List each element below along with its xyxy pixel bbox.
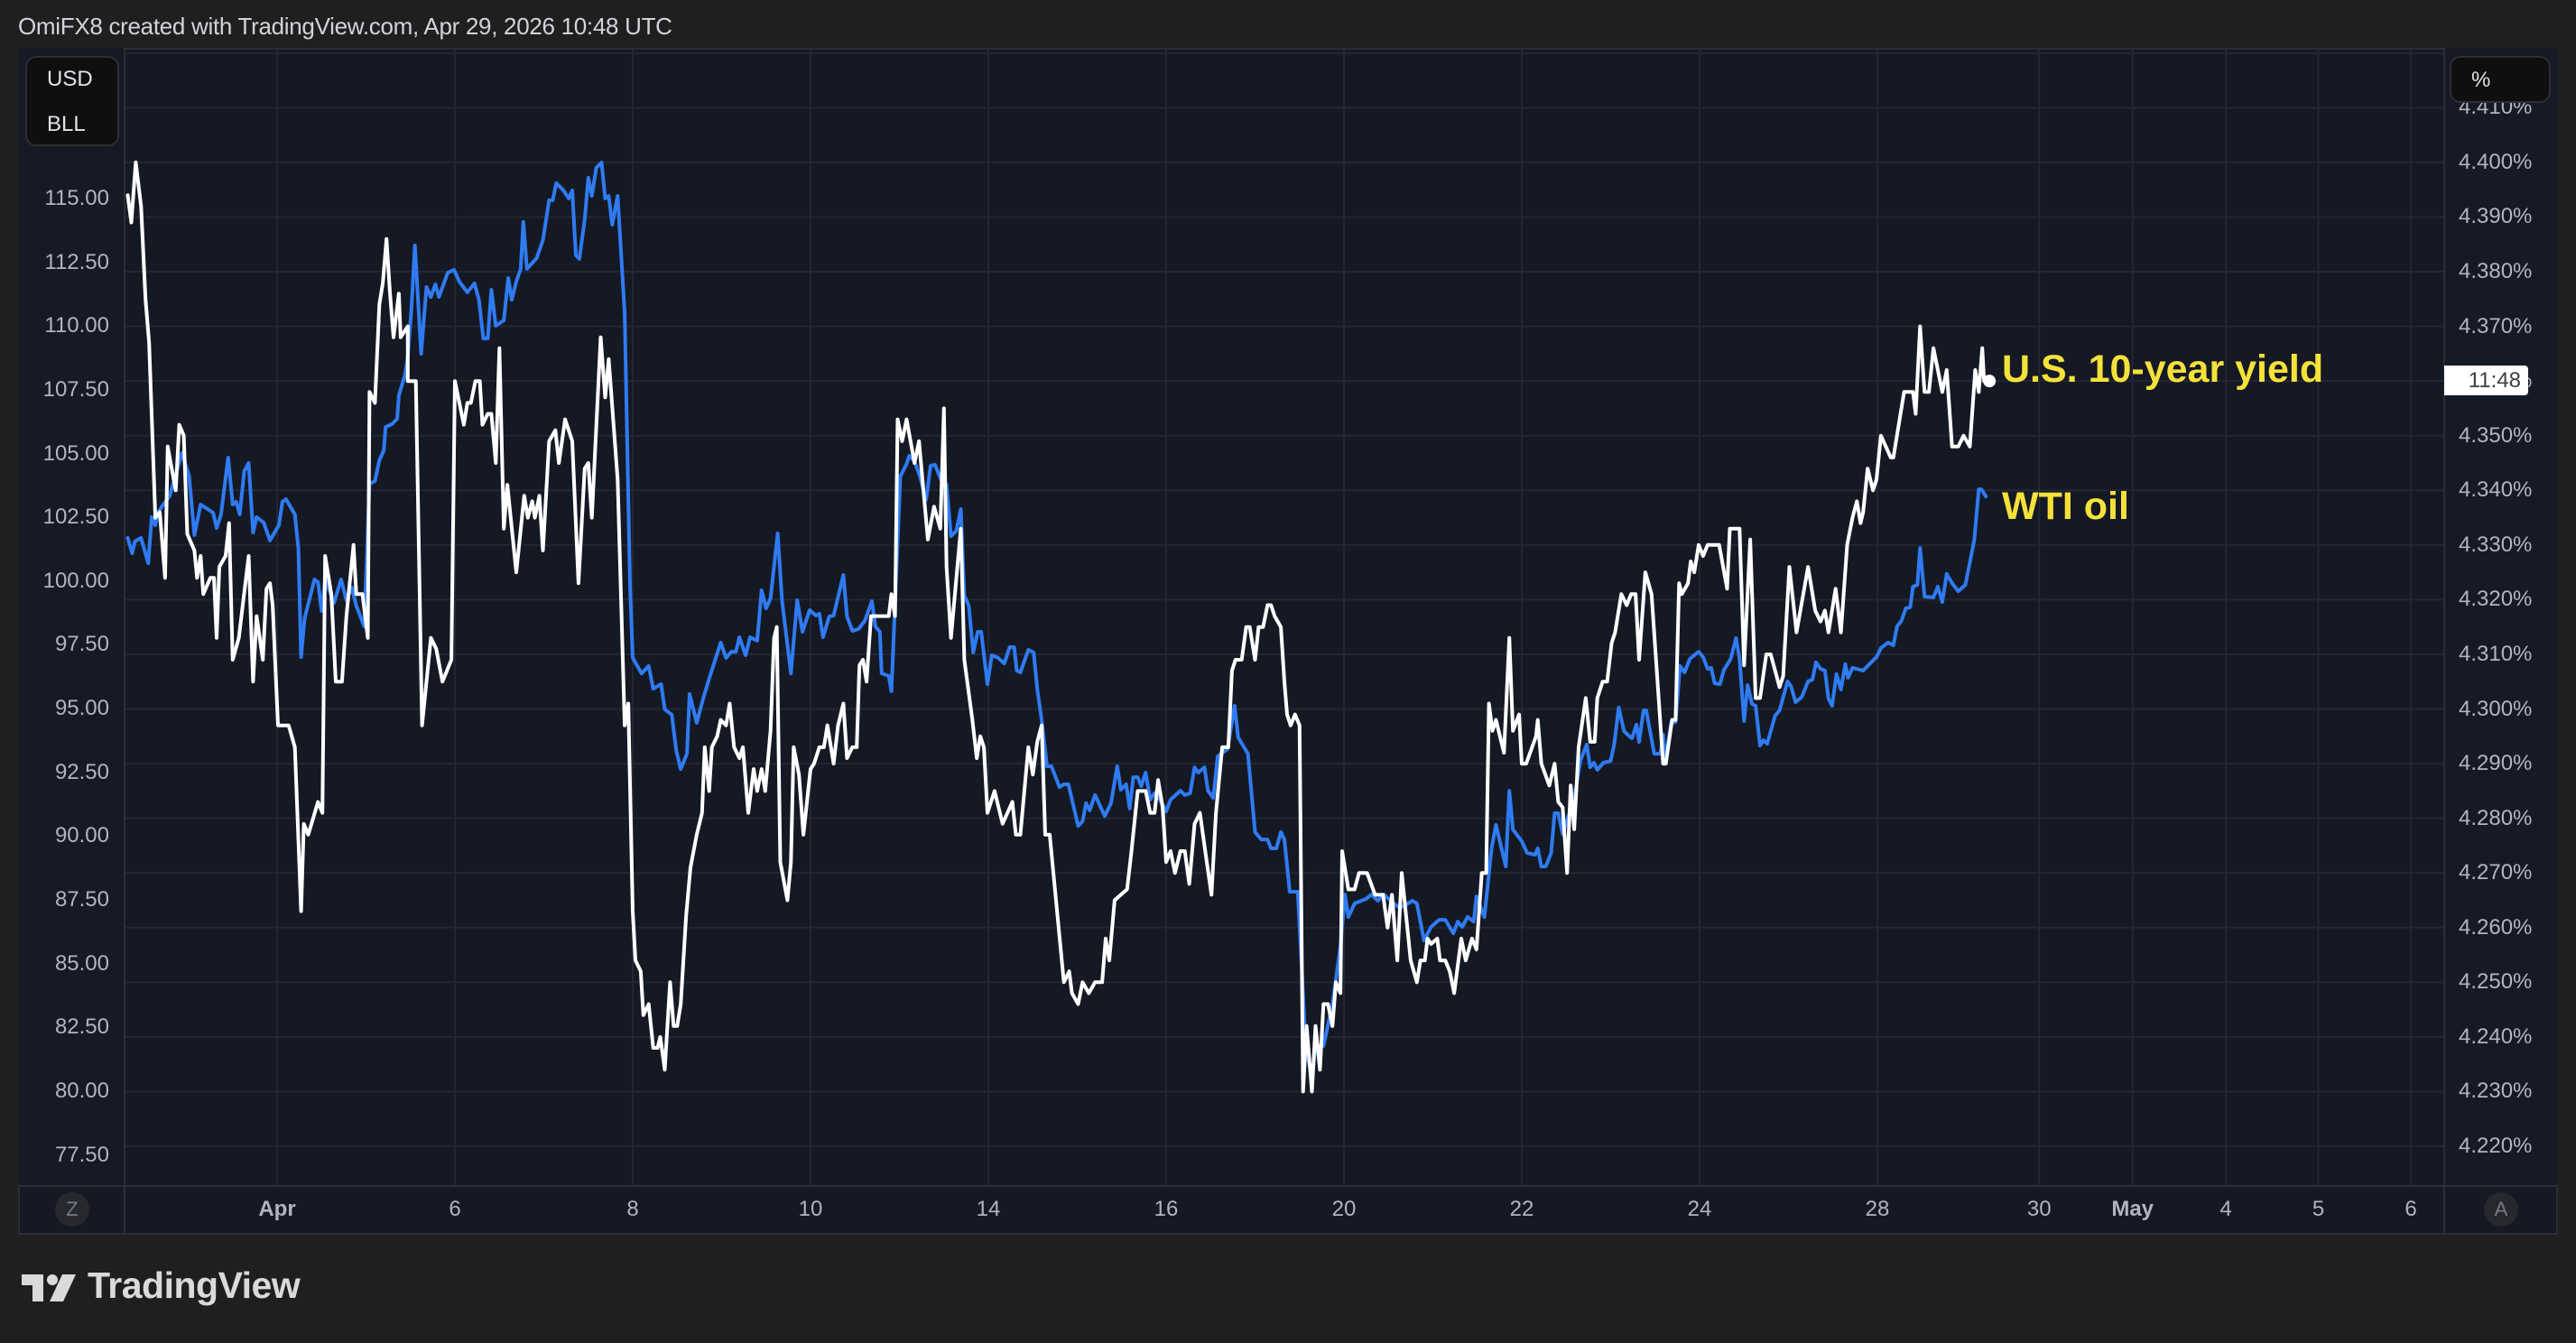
left-axis-label: 85.00 (54, 950, 109, 976)
yield-annotation: U.S. 10-year yield (2002, 347, 2324, 391)
tradingview-wordmark: TradingView (88, 1264, 301, 1306)
time-scale-divider-right (2443, 1185, 2445, 1235)
time-scale[interactable] (18, 1185, 2558, 1235)
left-axis-label: 87.50 (54, 887, 109, 912)
left-axis-label: 107.50 (42, 376, 109, 402)
right-axis-label: 4.350% (2459, 422, 2533, 448)
time-scale-divider-left (124, 1185, 125, 1235)
left-price-scale[interactable] (18, 48, 125, 1187)
tradingview-logo-icon (22, 1274, 76, 1301)
right-axis-label: 4.330% (2459, 532, 2533, 557)
right-axis-label: 4.240% (2459, 1023, 2533, 1049)
right-axis-label: 4.340% (2459, 477, 2533, 503)
time-axis-label: May (2111, 1197, 2154, 1221)
time-axis-label: 8 (626, 1197, 639, 1221)
left-axis-label: 90.00 (54, 823, 109, 848)
left-axis-label: 105.00 (42, 440, 109, 466)
right-axis-label: 4.310% (2459, 641, 2533, 666)
chart-attribution: OmiFX8 created with TradingView.com, Apr… (18, 13, 672, 40)
oil-annotation: WTI oil (2002, 485, 2129, 528)
left-axis-label: 102.50 (42, 505, 109, 530)
time-axis-label: 4 (2219, 1197, 2232, 1221)
right-axis-label: 4.250% (2459, 969, 2533, 995)
right-axis-label: 4.390% (2459, 204, 2533, 229)
time-axis-label: Apr (258, 1197, 296, 1221)
right-axis-label: 4.270% (2459, 860, 2533, 885)
left-axis-label: 97.50 (54, 632, 109, 657)
time-axis-label: 10 (798, 1197, 823, 1221)
time-axis-label: 22 (1509, 1197, 1534, 1221)
left-axis-label: 112.50 (44, 249, 109, 274)
right-axis-label: 4.280% (2459, 805, 2533, 830)
left-axis-label: 100.00 (42, 568, 109, 593)
right-axis-label: 4.300% (2459, 696, 2533, 721)
time-axis-label: 24 (1687, 1197, 1712, 1221)
left-unit-measure: BLL (47, 112, 86, 136)
time-axis-label: 6 (2405, 1197, 2417, 1221)
chart-frame (18, 48, 2558, 1235)
left-axis-label: 110.00 (44, 313, 109, 338)
time-axis-label: 16 (1154, 1197, 1179, 1221)
right-axis-label: 4.290% (2459, 751, 2533, 776)
right-axis-label: 4.320% (2459, 587, 2533, 612)
right-axis-label: 4.260% (2459, 914, 2533, 940)
right-axis-label: 4.380% (2459, 259, 2533, 284)
time-axis-label: 14 (976, 1197, 1001, 1221)
right-axis-label: 4.400% (2459, 149, 2533, 174)
left-axis-label: 92.50 (54, 759, 109, 784)
right-axis-label: 4.230% (2459, 1079, 2533, 1104)
time-axis-label: 20 (1331, 1197, 1357, 1221)
right-scale-unit-box[interactable]: % (2450, 56, 2551, 103)
time-axis-label: 5 (2312, 1197, 2325, 1221)
auto-scale-button[interactable]: A (2484, 1192, 2518, 1227)
left-axis-label: 80.00 (54, 1079, 109, 1103)
left-axis-label: 95.00 (54, 696, 109, 721)
zoom-reset-button[interactable]: Z (55, 1192, 89, 1227)
countdown-time-badge: 11:48 (2444, 366, 2528, 395)
right-axis-label: 4.370% (2459, 313, 2533, 338)
time-axis-label: 30 (2026, 1197, 2052, 1221)
left-axis-label: 115.00 (44, 185, 109, 210)
left-axis-label: 77.50 (54, 1142, 109, 1167)
right-axis-label: 4.220% (2459, 1134, 2533, 1158)
right-price-scale[interactable] (2443, 48, 2558, 1187)
left-unit-currency: USD (47, 67, 93, 91)
right-unit-percent: % (2471, 68, 2491, 92)
time-axis-label: 6 (449, 1197, 461, 1221)
time-axis-label: 28 (1865, 1197, 1890, 1221)
left-axis-label: 82.50 (54, 1014, 109, 1040)
left-scale-unit-box[interactable]: USD BLL (25, 56, 119, 146)
